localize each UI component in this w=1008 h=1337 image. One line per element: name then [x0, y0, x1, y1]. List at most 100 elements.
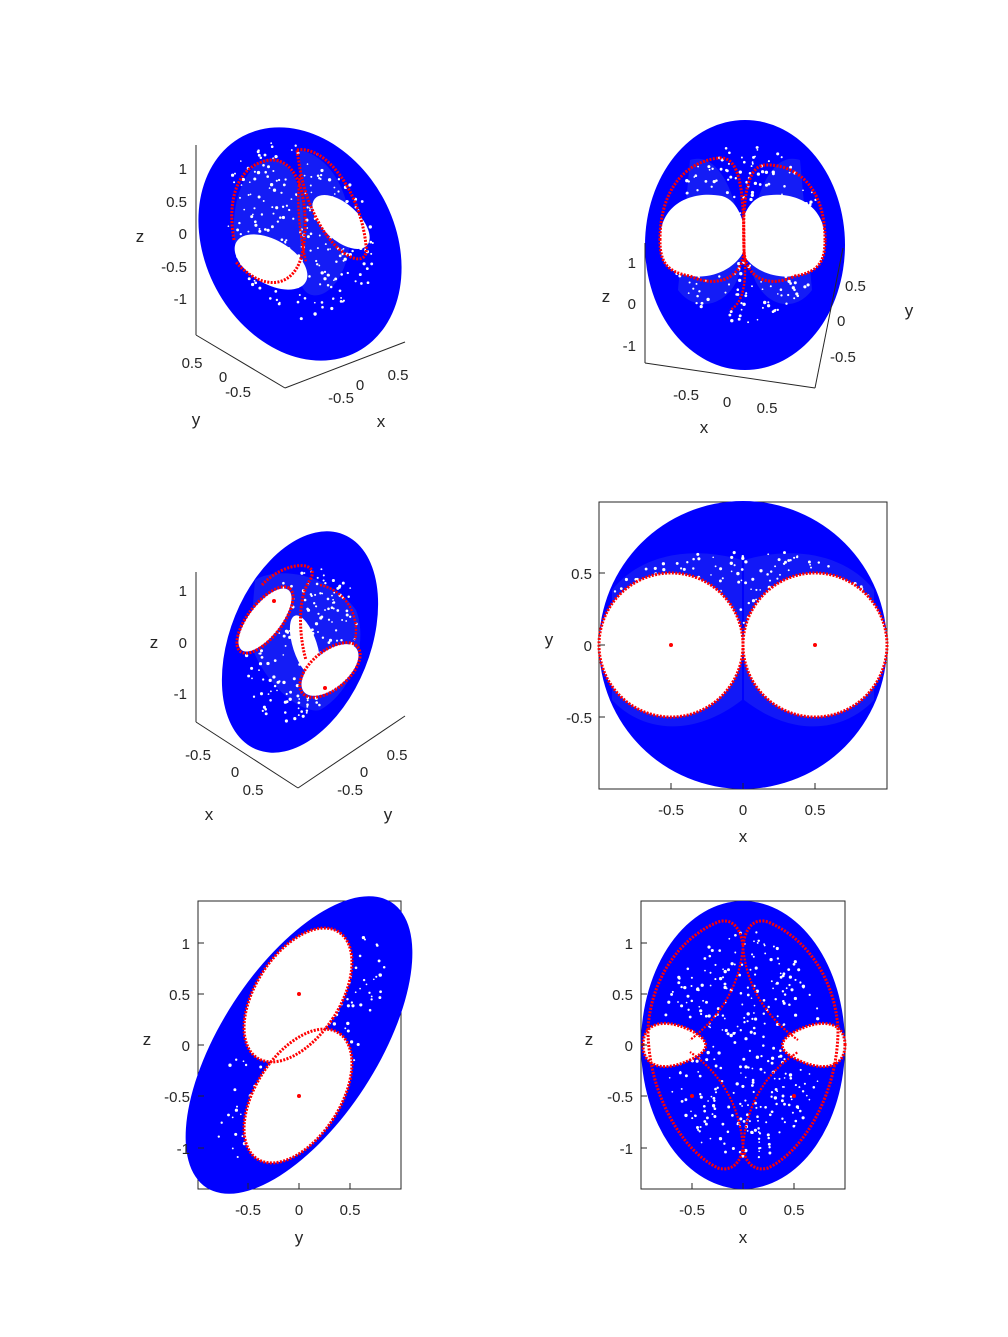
- panel-3-x-ticks: -0.5 0 0.5: [185, 747, 263, 799]
- panel-2-y-tick-label: -0.5: [830, 349, 856, 366]
- cloud-gap-speck: [296, 300, 300, 304]
- cloud-gap-speck: [703, 1109, 707, 1113]
- cloud-gap-speck: [750, 193, 754, 197]
- cloud-gap-speck: [368, 1008, 372, 1012]
- cloud-gap-speck: [776, 1090, 779, 1093]
- cloud-gap-speck: [688, 1015, 692, 1019]
- cloud-gap-speck: [776, 293, 779, 295]
- cloud-gap-speck: [745, 180, 749, 184]
- cloud-gap-speck: [719, 1066, 723, 1070]
- cloud-gap-speck: [783, 1121, 786, 1124]
- cloud-gap-speck: [775, 983, 778, 985]
- cloud-gap-speck: [764, 170, 769, 174]
- cloud-gap-speck: [243, 208, 246, 211]
- cloud-gap-speck: [751, 1084, 754, 1087]
- cloud-gap-speck: [744, 1065, 748, 1069]
- panel-2-separatrix: [658, 156, 827, 312]
- cloud-gap-speck: [793, 1124, 796, 1127]
- cloud-gap-speck: [770, 980, 773, 983]
- panel-4-red-points: [669, 643, 817, 647]
- cloud-gap-speck: [714, 978, 717, 981]
- cloud-gap-speck: [316, 576, 319, 579]
- cloud-gap-speck: [748, 172, 752, 175]
- cloud-gap-speck: [253, 170, 256, 173]
- cloud-gap-speck: [707, 945, 711, 949]
- cloud-gap-speck: [342, 259, 345, 262]
- cloud-gap-speck: [726, 1032, 730, 1036]
- panel-6-holes: [643, 1023, 845, 1067]
- cloud-gap-speck: [698, 1130, 701, 1133]
- cloud-gap-speck: [320, 168, 324, 173]
- cloud-gap-speck: [787, 968, 791, 971]
- cloud-gap-speck: [703, 957, 707, 960]
- cloud-gap-speck: [690, 1110, 692, 1113]
- cloud-gap-speck: [750, 588, 752, 591]
- cloud-gap-speck: [816, 1007, 819, 1010]
- cloud-gap-speck: [718, 976, 723, 981]
- cloud-gap-speck: [306, 699, 309, 702]
- cloud-gap-speck: [697, 557, 701, 561]
- cloud-gap-speck: [787, 569, 790, 572]
- cloud-gap-speck: [268, 187, 271, 189]
- cloud-gap-speck: [773, 1096, 778, 1100]
- panel-1: 1 0.5 0 -0.5 -1 0.5 0 -0.5 -0.5 0 0.5 z …: [136, 127, 409, 431]
- cloud-gap-speck: [796, 555, 799, 558]
- cloud-gap-speck: [775, 946, 779, 951]
- cloud-gap-speck: [695, 282, 698, 285]
- cloud-gap-speck: [338, 254, 342, 258]
- cloud-gap-speck: [799, 1068, 802, 1071]
- cloud-gap-speck: [808, 993, 811, 997]
- cloud-gap-speck: [264, 712, 268, 716]
- cloud-gap-speck: [313, 301, 316, 304]
- cloud-gap-speck: [727, 283, 731, 286]
- cloud-gap-speck: [732, 1091, 735, 1094]
- cloud-gap-speck: [730, 319, 734, 323]
- cloud-gap-speck: [787, 293, 790, 297]
- cloud-gap-speck: [686, 994, 690, 998]
- cloud-gap-speck: [754, 1017, 758, 1021]
- cloud-gap-speck: [683, 985, 687, 990]
- panel-2-axes: [644, 243, 844, 389]
- cloud-gap-speck: [297, 701, 301, 705]
- cloud-gap-speck: [757, 1131, 760, 1133]
- cloud-gap-speck: [711, 167, 714, 170]
- cloud-gap-speck: [253, 220, 257, 224]
- cloud-gap-speck: [296, 694, 300, 698]
- cloud-gap-speck: [759, 569, 763, 573]
- cloud-gap-speck: [346, 271, 349, 275]
- cloud-gap-speck: [671, 1090, 674, 1093]
- cloud-gap-speck: [338, 584, 342, 588]
- panel-3-zlabel: z: [150, 633, 159, 652]
- cloud-gap-speck: [799, 981, 802, 984]
- cloud-gap-speck: [782, 1023, 786, 1026]
- cloud-gap-speck: [739, 608, 743, 611]
- panel-2-xlabel: x: [700, 418, 709, 437]
- cloud-gap-speck: [705, 1058, 709, 1062]
- cloud-gap-speck: [769, 957, 773, 962]
- cloud-gap-speck: [372, 978, 375, 981]
- cloud-gap-speck: [776, 1015, 779, 1018]
- cloud-gap-speck: [751, 285, 753, 288]
- cloud-gap-speck: [315, 263, 319, 266]
- panel-2-x-tick-label: 0.5: [757, 400, 778, 417]
- cloud-gap-speck: [763, 1022, 766, 1025]
- cloud-gap-speck: [331, 578, 335, 583]
- cloud-gap-speck: [797, 968, 801, 972]
- cloud-gap-speck: [697, 1070, 700, 1073]
- cloud-gap-speck: [725, 191, 729, 195]
- cloud-gap-speck: [766, 304, 771, 308]
- cloud-gap-speck: [332, 298, 334, 300]
- panel-6-red-points: [690, 1094, 796, 1098]
- cloud-gap-speck: [274, 155, 278, 159]
- cloud-gap-speck: [708, 168, 711, 171]
- cloud-gap-speck: [754, 973, 757, 976]
- cloud-gap-speck: [745, 292, 748, 295]
- cloud-gap-speck: [754, 966, 758, 970]
- cloud-gap-speck: [704, 1014, 708, 1018]
- panel-1-x-tick-label: 0.5: [388, 367, 409, 384]
- cloud-gap-speck: [270, 142, 273, 145]
- cloud-gap-speck: [323, 277, 327, 281]
- panel-1-cloud: [198, 127, 402, 361]
- cloud-gap-speck: [768, 1146, 771, 1149]
- cloud-gap-speck: [283, 700, 288, 704]
